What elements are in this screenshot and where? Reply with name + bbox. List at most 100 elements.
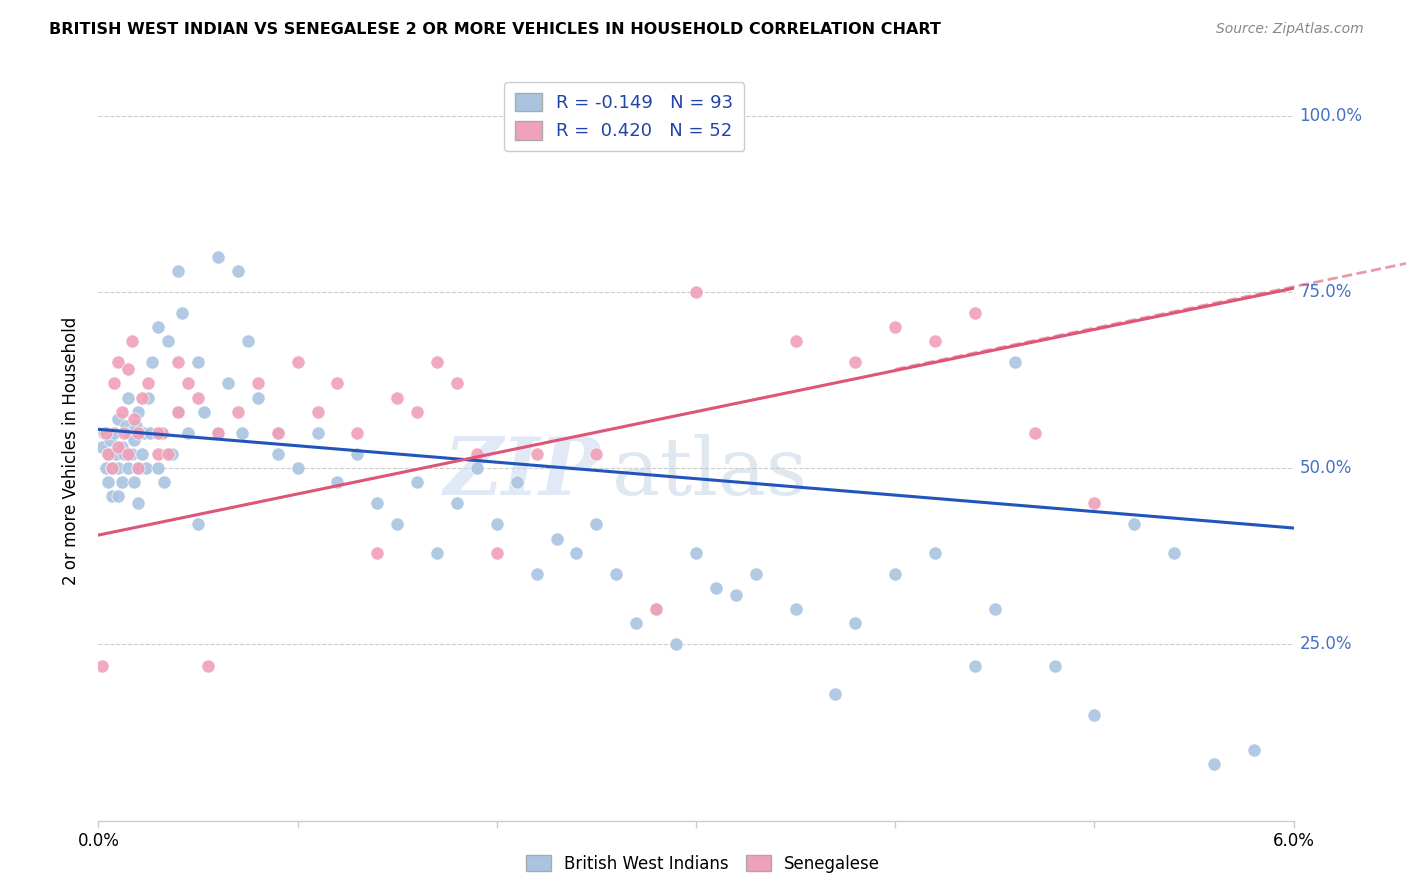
Point bbox=[605, 566, 627, 581]
Point bbox=[134, 425, 156, 440]
Point bbox=[167, 405, 190, 419]
Point bbox=[127, 425, 149, 440]
Point bbox=[157, 447, 180, 461]
Point bbox=[785, 334, 807, 348]
Point bbox=[924, 334, 946, 348]
Point bbox=[645, 602, 668, 616]
Point bbox=[346, 447, 368, 461]
Point bbox=[406, 405, 429, 419]
Point bbox=[97, 447, 120, 461]
Point bbox=[124, 433, 146, 447]
Point bbox=[526, 566, 548, 581]
Point bbox=[101, 461, 124, 475]
Point bbox=[426, 546, 449, 560]
Point bbox=[111, 475, 134, 490]
Point bbox=[226, 263, 249, 277]
Text: 50.0%: 50.0% bbox=[1299, 459, 1353, 477]
Point bbox=[236, 334, 259, 348]
Text: atlas: atlas bbox=[613, 434, 807, 512]
Point bbox=[1004, 355, 1026, 369]
Point bbox=[127, 496, 149, 510]
Point bbox=[96, 425, 118, 440]
Point bbox=[685, 285, 707, 299]
Point bbox=[91, 658, 114, 673]
Point bbox=[97, 447, 120, 461]
Point bbox=[187, 391, 209, 405]
Text: BRITISH WEST INDIAN VS SENEGALESE 2 OR MORE VEHICLES IN HOUSEHOLD CORRELATION CH: BRITISH WEST INDIAN VS SENEGALESE 2 OR M… bbox=[49, 22, 941, 37]
Point bbox=[626, 616, 648, 631]
Point bbox=[96, 461, 118, 475]
Point bbox=[121, 447, 143, 461]
Point bbox=[1163, 546, 1185, 560]
Point bbox=[307, 425, 329, 440]
Point bbox=[160, 447, 183, 461]
Point bbox=[565, 546, 588, 560]
Point bbox=[121, 334, 143, 348]
Point bbox=[177, 425, 200, 440]
Point bbox=[326, 475, 349, 490]
Point bbox=[197, 658, 219, 673]
Point bbox=[1123, 517, 1146, 532]
Point bbox=[844, 355, 866, 369]
Point bbox=[117, 461, 139, 475]
Point bbox=[115, 418, 138, 433]
Point bbox=[685, 546, 707, 560]
Point bbox=[157, 334, 180, 348]
Point bbox=[124, 475, 146, 490]
Point bbox=[267, 447, 290, 461]
Point bbox=[91, 440, 114, 454]
Point bbox=[136, 376, 159, 391]
Point bbox=[446, 496, 468, 510]
Point bbox=[127, 461, 149, 475]
Point bbox=[207, 250, 229, 264]
Point bbox=[136, 391, 159, 405]
Point bbox=[177, 376, 200, 391]
Point bbox=[585, 517, 607, 532]
Text: 25.0%: 25.0% bbox=[1299, 635, 1353, 653]
Point bbox=[287, 461, 309, 475]
Text: Source: ZipAtlas.com: Source: ZipAtlas.com bbox=[1216, 22, 1364, 37]
Point bbox=[1083, 707, 1105, 722]
Point bbox=[785, 602, 807, 616]
Point bbox=[135, 461, 157, 475]
Point bbox=[139, 425, 162, 440]
Point bbox=[366, 496, 388, 510]
Point bbox=[267, 425, 290, 440]
Point bbox=[111, 405, 134, 419]
Point bbox=[107, 440, 129, 454]
Point bbox=[824, 687, 846, 701]
Point bbox=[107, 411, 129, 425]
Point bbox=[984, 602, 1007, 616]
Point bbox=[385, 517, 409, 532]
Point bbox=[117, 391, 139, 405]
Point bbox=[884, 320, 907, 334]
Point bbox=[131, 447, 153, 461]
Point bbox=[246, 391, 269, 405]
Point bbox=[465, 447, 488, 461]
Point bbox=[1243, 743, 1265, 757]
Point bbox=[207, 425, 229, 440]
Point bbox=[1024, 425, 1046, 440]
Point bbox=[287, 355, 309, 369]
Text: 100.0%: 100.0% bbox=[1299, 106, 1362, 125]
Point bbox=[103, 425, 125, 440]
Point bbox=[884, 566, 907, 581]
Point bbox=[101, 461, 124, 475]
Point bbox=[167, 405, 190, 419]
Point bbox=[465, 461, 488, 475]
Text: 75.0%: 75.0% bbox=[1299, 283, 1353, 301]
Point bbox=[107, 461, 129, 475]
Point bbox=[346, 425, 368, 440]
Point bbox=[1043, 658, 1066, 673]
Point bbox=[207, 425, 229, 440]
Point bbox=[107, 489, 129, 503]
Point bbox=[187, 355, 209, 369]
Point bbox=[112, 425, 135, 440]
Point bbox=[105, 447, 128, 461]
Point bbox=[97, 475, 120, 490]
Point bbox=[307, 405, 329, 419]
Point bbox=[125, 418, 148, 433]
Point bbox=[1083, 496, 1105, 510]
Point bbox=[167, 355, 190, 369]
Point bbox=[148, 425, 170, 440]
